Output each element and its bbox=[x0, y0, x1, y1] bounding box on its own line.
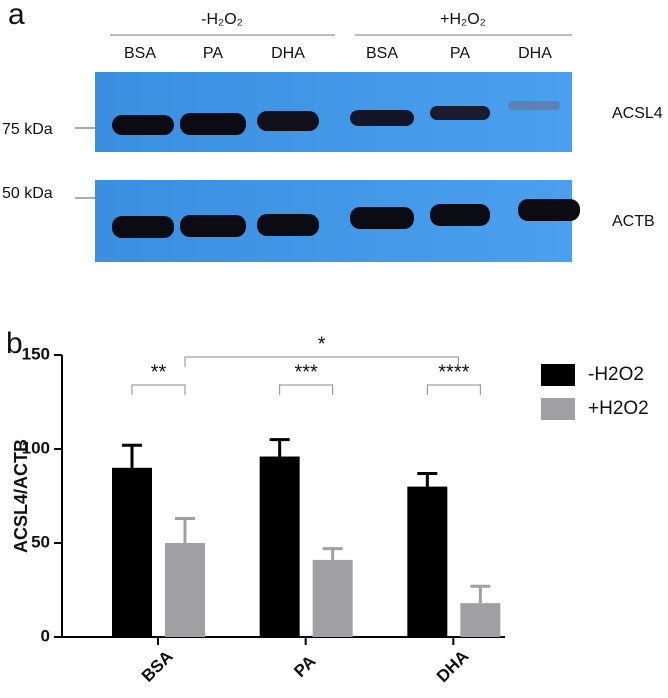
group-label: +H₂O₂ bbox=[440, 11, 486, 28]
marker-label: 50 kDa bbox=[2, 185, 53, 202]
significance-bracket bbox=[131, 384, 186, 395]
lane-label: BSA bbox=[366, 45, 398, 62]
bar bbox=[165, 543, 205, 637]
significance-label: ** bbox=[151, 361, 167, 383]
panel-label: a bbox=[8, 0, 25, 31]
lane-labels: BSA PA DHA BSA PA DHA bbox=[124, 45, 552, 62]
significance-label: *** bbox=[294, 361, 318, 383]
error-bar bbox=[122, 443, 142, 468]
legend-swatch bbox=[541, 398, 575, 420]
error-bar bbox=[175, 517, 195, 543]
error-bar bbox=[322, 547, 343, 560]
lane-label: DHA bbox=[271, 45, 305, 62]
lane-label: BSA bbox=[124, 45, 156, 62]
protein-label: ACTB bbox=[612, 213, 655, 230]
bar bbox=[312, 559, 353, 637]
bar bbox=[112, 467, 152, 637]
legend-label: +H2O2 bbox=[588, 398, 649, 419]
legend-swatch bbox=[541, 364, 575, 386]
y-tick-label: 150 bbox=[22, 344, 50, 363]
lane-label: PA bbox=[203, 45, 223, 62]
y-tick-label: 100 bbox=[22, 438, 50, 457]
error-bar bbox=[269, 438, 290, 457]
bands bbox=[112, 101, 580, 238]
blot-membrane bbox=[95, 180, 572, 262]
x-tick-label: BSA bbox=[138, 647, 177, 686]
significance-bracket bbox=[279, 384, 334, 395]
error-bar bbox=[470, 584, 491, 604]
lane-label: PA bbox=[450, 45, 470, 62]
bar bbox=[460, 603, 501, 637]
protein-label: ACSL4 bbox=[612, 105, 663, 122]
marker-label: 75 kDa bbox=[2, 121, 53, 138]
significance-label: **** bbox=[438, 361, 469, 383]
y-tick-label: 0 bbox=[41, 626, 50, 645]
x-tick-label: DHA bbox=[433, 647, 472, 686]
panel-label: b bbox=[6, 327, 23, 360]
bar bbox=[407, 486, 448, 637]
error-bar bbox=[417, 471, 438, 487]
group-label: -H₂O₂ bbox=[201, 11, 243, 28]
lane-label: DHA bbox=[518, 45, 552, 62]
legend-label: -H2O2 bbox=[588, 364, 644, 385]
y-tick-label: 50 bbox=[31, 532, 50, 551]
significance-bracket bbox=[184, 356, 459, 367]
y-axis-label: ACSL4/ACTB bbox=[11, 439, 31, 553]
bar bbox=[259, 456, 300, 637]
significance-label: * bbox=[318, 333, 326, 355]
significance-bracket bbox=[426, 384, 481, 395]
x-tick-label: PA bbox=[290, 652, 319, 681]
blot-membrane bbox=[95, 72, 572, 152]
